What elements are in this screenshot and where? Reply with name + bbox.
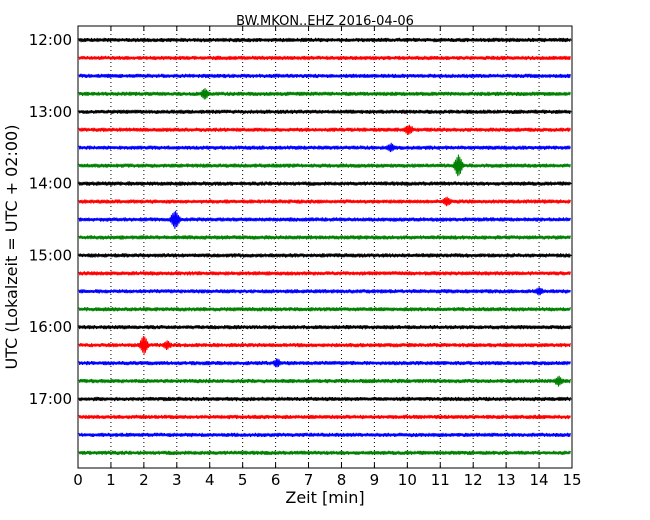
x-tick-label: 2 <box>139 471 149 489</box>
x-tick-label: 5 <box>238 471 248 489</box>
y-axis-label: UTC (Lokalzeit = UTC + 02:00) <box>2 125 21 370</box>
trace-1430 <box>78 210 571 230</box>
y-tick-label: 15:00 <box>29 246 72 264</box>
trace-1245 <box>78 88 571 100</box>
trace-1230 <box>78 73 571 79</box>
trace-1700 <box>78 396 571 402</box>
x-tick-label: 10 <box>398 471 417 489</box>
trace-1600 <box>78 324 571 330</box>
x-axis: 0 1 2 3 4 5 6 7 8 9 10 11 12 13 14 15 <box>73 26 582 489</box>
x-tick-label: 14 <box>530 471 549 489</box>
x-axis-label: Zeit [min] <box>285 488 364 507</box>
trace-1200 <box>78 37 571 43</box>
x-tick-label: 11 <box>431 471 450 489</box>
x-tick-label: 7 <box>304 471 314 489</box>
trace-1715 <box>78 414 571 420</box>
trace-1215 <box>78 55 571 61</box>
trace-1445 <box>78 235 571 240</box>
trace-1615 <box>78 335 571 355</box>
trace-1345 <box>78 154 571 177</box>
trace-1415 <box>78 196 571 207</box>
y-tick-label: 17:00 <box>29 390 72 408</box>
trace-1730 <box>78 432 571 438</box>
y-tick-label: 13:00 <box>29 103 72 121</box>
x-tick-label: 0 <box>73 471 83 489</box>
y-tick-label: 14:00 <box>29 175 72 193</box>
x-tick-label: 12 <box>464 471 483 489</box>
x-tick-label: 9 <box>370 471 380 489</box>
y-tick-label: 16:00 <box>29 318 72 336</box>
x-tick-label: 3 <box>172 471 182 489</box>
seismic-traces <box>78 37 571 456</box>
trace-1300 <box>78 109 571 115</box>
trace-1545 <box>78 307 571 312</box>
y-axis: 12:00 13:00 14:00 15:00 16:00 17:00 <box>29 31 572 408</box>
x-tick-label: 15 <box>562 471 581 489</box>
trace-1400 <box>78 181 571 186</box>
trace-1500 <box>78 253 571 258</box>
plot-frame <box>77 25 573 469</box>
trace-1745 <box>78 450 571 456</box>
x-tick-label: 4 <box>205 471 215 489</box>
grid <box>110 26 540 468</box>
trace-1530 <box>78 287 571 296</box>
trace-1330 <box>78 142 571 153</box>
x-tick-label: 6 <box>271 471 281 489</box>
trace-1645 <box>78 375 571 387</box>
trace-1630 <box>78 358 571 368</box>
x-tick-label: 8 <box>337 471 347 489</box>
trace-1515 <box>78 271 571 276</box>
trace-1315 <box>78 124 571 135</box>
chart-title: BW.MKON..EHZ 2016-04-06 <box>236 14 414 29</box>
y-tick-label: 12:00 <box>29 31 72 49</box>
x-tick-label: 13 <box>497 471 516 489</box>
x-tick-label: 1 <box>106 471 116 489</box>
